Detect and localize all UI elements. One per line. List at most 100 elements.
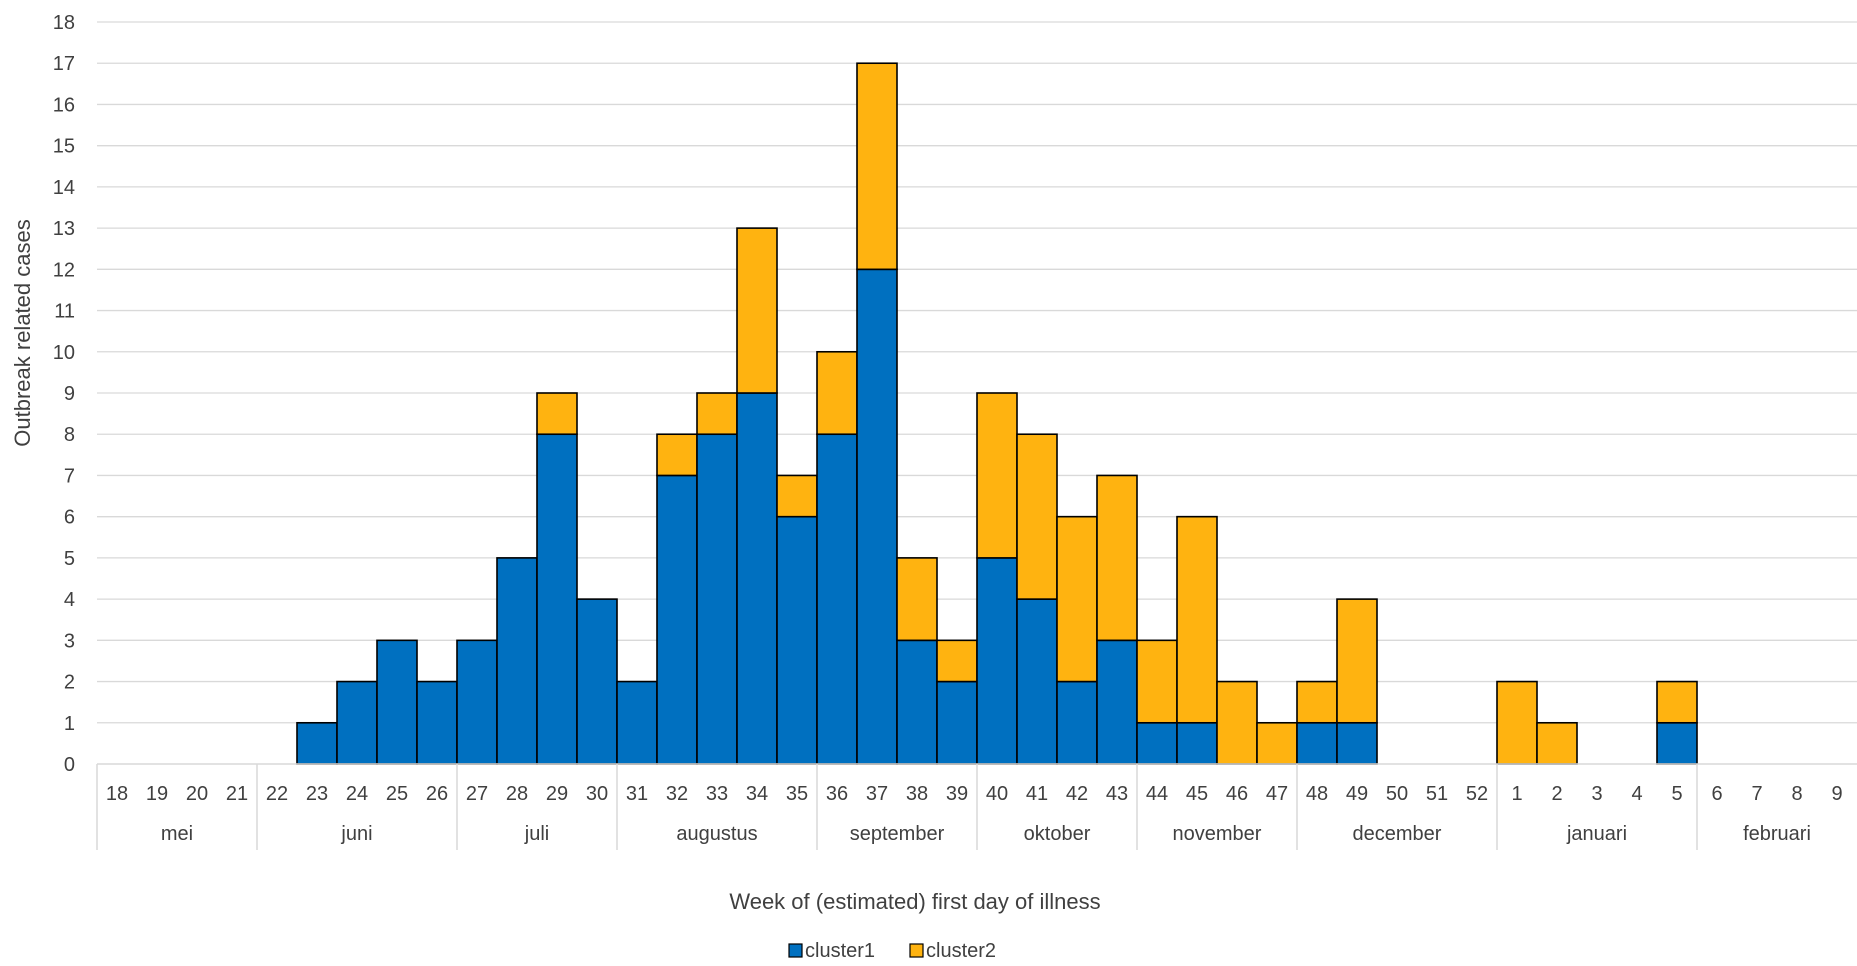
- x-month-label: januari: [1566, 823, 1627, 845]
- x-tick-label-week: 50: [1386, 783, 1408, 805]
- x-month-label: juni: [340, 823, 372, 845]
- x-tick-label-week: 36: [826, 783, 848, 805]
- x-month-label: november: [1173, 823, 1262, 845]
- bar-cluster1-week-28: [496, 557, 538, 765]
- bar-cluster2-week-39: [936, 639, 978, 683]
- y-tick-label: 10: [53, 342, 75, 364]
- x-tick-label-week: 20: [186, 783, 208, 805]
- y-tick-label: 9: [64, 383, 75, 405]
- x-tick-label-week: 9: [1831, 783, 1842, 805]
- legend-swatch-cluster2: [909, 943, 924, 958]
- x-tick-label-week: 46: [1226, 783, 1248, 805]
- x-axis-title: Week of (estimated) first day of illness: [729, 889, 1100, 914]
- x-tick-label-week: 32: [666, 783, 688, 805]
- x-tick-label-week: 7: [1751, 783, 1762, 805]
- x-tick-label-week: 22: [266, 783, 288, 805]
- bar-cluster2-week-36: [816, 350, 858, 436]
- x-tick-label-week: 3: [1591, 783, 1602, 805]
- y-tick-label: 5: [64, 548, 75, 570]
- bar-cluster1-week-25: [376, 639, 418, 765]
- y-tick-label: 3: [64, 630, 75, 652]
- bar-cluster1-week-37: [856, 268, 898, 765]
- bar-cluster1-week-31: [616, 680, 658, 765]
- x-tick-label-week: 40: [986, 783, 1008, 805]
- legend: cluster1 cluster2: [788, 940, 996, 962]
- bar-cluster1-week-23: [296, 721, 338, 765]
- bar-cluster1-week-43: [1096, 639, 1138, 765]
- x-tick-label-week: 47: [1266, 783, 1288, 805]
- bar-cluster2-week-2: [1536, 721, 1578, 765]
- bars: [296, 62, 1698, 765]
- gridlines: [97, 21, 1857, 724]
- bar-cluster2-week-37: [856, 62, 898, 271]
- x-tick-label-week: 28: [506, 783, 528, 805]
- bar-cluster2-week-43: [1096, 474, 1138, 642]
- y-tick-label: 8: [64, 424, 75, 446]
- y-tick-label: 0: [64, 754, 75, 776]
- bar-cluster2-week-41: [1016, 433, 1058, 600]
- y-tick-label: 12: [53, 259, 75, 281]
- x-tick-label-week: 43: [1106, 783, 1128, 805]
- bar-cluster2-week-44: [1136, 639, 1178, 724]
- bar-cluster1-week-44: [1136, 721, 1178, 765]
- x-tick-label-week: 30: [586, 783, 608, 805]
- bar-cluster1-week-30: [576, 598, 618, 765]
- bar-cluster1-week-36: [816, 433, 858, 765]
- bar-cluster1-week-26: [416, 680, 458, 765]
- legend-label-cluster1: cluster1: [805, 940, 875, 962]
- x-tick-label-week: 48: [1306, 783, 1328, 805]
- y-tick-label: 14: [53, 177, 75, 199]
- x-tick-label-week: 44: [1146, 783, 1168, 805]
- bar-cluster2-week-33: [696, 392, 738, 436]
- x-tick-label-week: 18: [106, 783, 128, 805]
- x-tick-label-week: 41: [1026, 783, 1048, 805]
- bar-cluster1-week-48: [1296, 721, 1338, 765]
- x-tick-label-week: 29: [546, 783, 568, 805]
- x-tick-label-week: 5: [1671, 783, 1682, 805]
- bar-cluster2-week-29: [536, 392, 578, 436]
- bar-cluster2-week-49: [1336, 598, 1378, 724]
- x-tick-label-week: 19: [146, 783, 168, 805]
- x-month-label: juli: [524, 823, 549, 845]
- x-tick-label-week: 39: [946, 783, 968, 805]
- bar-cluster1-week-45: [1176, 721, 1218, 765]
- bar-cluster2-week-47: [1256, 721, 1298, 765]
- x-tick-label-week: 51: [1426, 783, 1448, 805]
- y-tick-label: 7: [64, 465, 75, 487]
- x-month-label: oktober: [1024, 823, 1091, 845]
- legend-swatch-cluster1: [788, 943, 803, 958]
- bar-cluster2-week-46: [1216, 680, 1258, 765]
- bar-cluster2-week-1: [1496, 680, 1538, 765]
- x-tick-label-week: 26: [426, 783, 448, 805]
- x-tick-label-week: 21: [226, 783, 248, 805]
- x-tick-label-week: 1: [1511, 783, 1522, 805]
- bar-cluster1-week-42: [1056, 680, 1098, 765]
- x-month-label: september: [850, 823, 945, 845]
- x-tick-label-week: 52: [1466, 783, 1488, 805]
- x-tick-label-week: 42: [1066, 783, 1088, 805]
- y-tick-label: 2: [64, 672, 75, 694]
- y-tick-label: 18: [53, 12, 75, 34]
- x-tick-label-week: 45: [1186, 783, 1208, 805]
- bar-cluster1-week-39: [936, 680, 978, 765]
- y-tick-label: 4: [64, 589, 75, 611]
- bar-cluster1-week-34: [736, 392, 778, 765]
- x-tick-label-week: 33: [706, 783, 728, 805]
- bar-cluster2-week-40: [976, 392, 1018, 559]
- x-month-label: augustus: [676, 823, 757, 845]
- x-tick-label-week: 8: [1791, 783, 1802, 805]
- x-tick-label-week: 2: [1551, 783, 1562, 805]
- bar-cluster2-week-42: [1056, 515, 1098, 683]
- y-tick-label: 16: [53, 94, 75, 116]
- x-tick-label-week: 38: [906, 783, 928, 805]
- x-tick-label-week: 4: [1631, 783, 1642, 805]
- bar-cluster2-week-5: [1656, 680, 1698, 724]
- bar-cluster2-week-45: [1176, 515, 1218, 724]
- x-tick-label-week: 27: [466, 783, 488, 805]
- bar-cluster1-week-24: [336, 680, 378, 765]
- bar-cluster2-week-38: [896, 557, 938, 642]
- bar-cluster1-week-40: [976, 557, 1018, 765]
- x-tick-label-week: 49: [1346, 783, 1368, 805]
